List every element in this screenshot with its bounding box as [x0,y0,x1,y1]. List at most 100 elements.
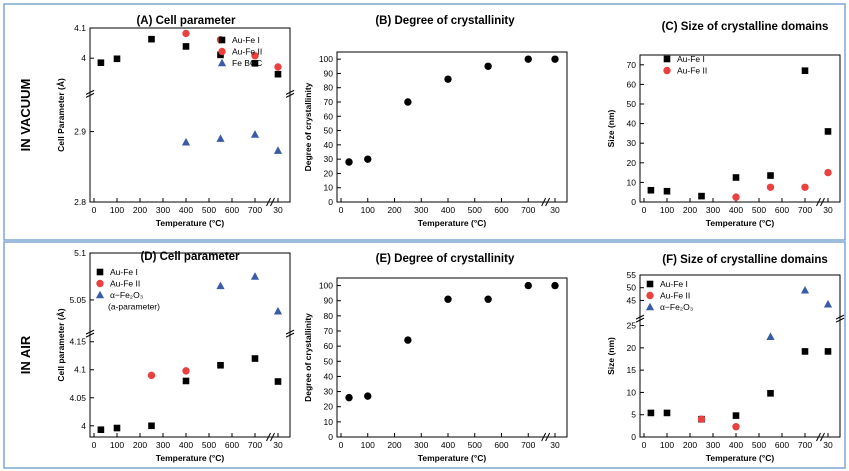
data-point [484,62,492,70]
y-tick-label: 20 [627,158,637,168]
x-tick-label: 100 [660,205,674,215]
x-tick-label: 30 [823,205,833,215]
x-tick-label: 300 [706,440,720,450]
axis-break-mark [635,314,645,320]
x-tick-label: 0 [339,205,344,215]
x-tick-label: 300 [414,440,428,450]
x-tick-label: 100 [361,440,375,450]
x-tick-label: 500 [468,205,482,215]
data-point [97,426,105,434]
chart-panel: (A) Cell parameter 4 4.1 2.8 2.9 0 100 200 300 40… [56,15,295,228]
axis-break-mark [85,332,95,338]
data-point [404,98,412,106]
legend-marker [96,268,104,276]
x-tick-label: 700 [521,205,535,215]
legend-entry: Au-Fe II [232,47,262,57]
x-tick-label: 200 [387,205,401,215]
legend-entry: Au-Fe I [660,279,688,289]
axis-break-mark [85,92,95,98]
x-tick-label: 500 [752,440,766,450]
x-tick-label: 600 [775,205,789,215]
y-tick-label: 100 [319,281,333,291]
y-tick-label: 60 [627,79,637,89]
data-point [801,348,809,355]
x-axis-break-mark [541,197,547,207]
x-axis-break-mark [270,432,275,442]
y-axis-label: Size (nm) [606,337,616,375]
axis-break-mark [85,89,95,95]
data-point [524,281,532,290]
axis-break-mark [285,92,295,98]
data-point [182,43,190,50]
y-tick-label: 10 [627,387,637,397]
data-point [250,130,260,138]
x-axis-label: Temperature (°C) [706,218,775,228]
x-axis-break-mark [545,432,551,442]
vacuum-row-frame [3,3,846,241]
data-point [181,137,191,146]
x-tick-label: 300 [706,205,720,215]
data-point [766,332,775,341]
x-tick-label: 200 [387,440,401,450]
x-tick-label: 500 [468,440,482,450]
x-axis-break-mark [266,197,271,207]
legend-entry: α−Fe₂O₃ [660,302,693,312]
x-axis-break-mark [816,432,821,442]
x-axis-label: Temperature (°C) [156,453,225,463]
legend-entry: Au-Fe II [660,291,690,301]
legend-marker [218,47,226,56]
y-tick-label: 10 [627,177,637,187]
x-tick-label: 400 [729,440,743,450]
data-point [823,299,833,308]
x-tick-label: 700 [248,440,262,450]
y-tick-label: 0 [631,432,636,442]
x-tick-label: 400 [729,205,743,215]
y-tick-label: 45 [627,295,637,305]
data-point [273,146,283,154]
chart-panel: (B) Degree of crystallinity 0 10 20 30 40 50 60… [303,15,568,228]
x-tick-label: 30 [273,440,283,450]
legend-marker [646,280,654,288]
y-tick-label: 30 [324,387,334,397]
legend-entry: Au-Fe II [110,279,140,289]
x-tick-label: 400 [179,440,193,450]
axis-break-mark [635,317,645,323]
axis-break-mark [835,314,845,320]
plot-frame [336,277,568,438]
y-axis-label: Size (nm) [606,109,616,147]
x-tick-label: 0 [92,205,97,215]
y-tick-label: 40 [324,140,334,150]
x-tick-label: 500 [752,205,766,215]
data-point [824,128,832,135]
data-point [801,183,809,191]
legend-entry: Fe BCC [232,58,262,68]
x-tick-label: 300 [156,205,170,215]
data-point [364,155,372,163]
axis-break-mark [85,329,95,335]
y-tick-label: 4.15 [69,337,86,347]
y-tick-label: 55 [627,270,637,280]
x-axis-break-mark [266,432,271,442]
data-point [824,168,832,177]
data-point [148,422,155,430]
x-tick-label: 500 [202,205,216,215]
x-axis-break-mark [541,432,547,442]
chart-title: (D) Cell parameter [140,251,240,263]
data-point [647,186,655,194]
data-point [274,378,282,385]
legend-entry: α−Fe₂O₃ [110,290,143,300]
legend-marker [645,302,655,311]
x-tick-label: 700 [798,205,812,215]
chart-panel: (C) Size of crystalline domains 0 10 20 30 40… [606,21,841,228]
data-point [274,63,282,71]
legend-marker [96,279,104,288]
x-tick-label: 600 [494,440,508,450]
y-tick-label: 4 [81,421,86,431]
x-tick-label: 30 [273,205,283,215]
y-tick-label: 80 [324,311,334,321]
chart-panel: (D) Cell parameter 5.05 5.1 4 4.05 4.1 4.15 0 10… [56,248,295,463]
y-tick-label: 2.8 [74,197,86,207]
axis-break-mark [285,89,295,95]
x-tick-label: 300 [156,440,170,450]
plot-frame [639,274,841,438]
